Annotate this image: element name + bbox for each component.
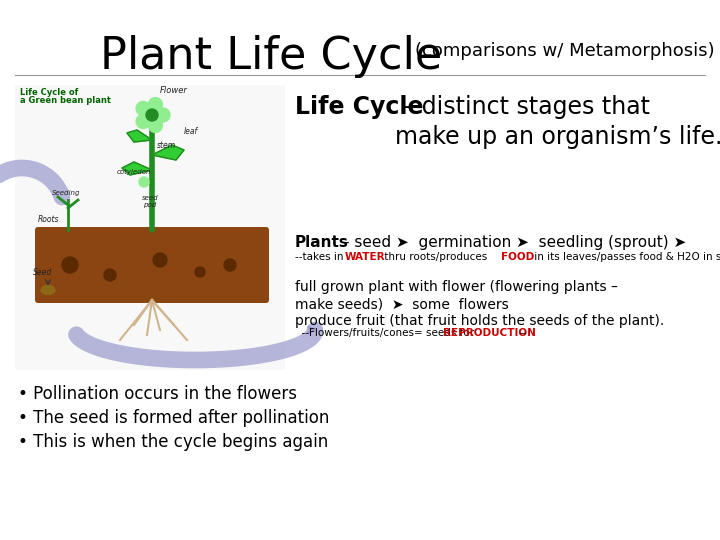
FancyBboxPatch shape [15,85,285,370]
Text: – distinct stages that
make up an organism’s life.: – distinct stages that make up an organi… [395,95,720,148]
Circle shape [104,269,116,281]
FancyBboxPatch shape [35,227,269,303]
Text: seed
pod: seed pod [142,195,158,208]
Ellipse shape [41,286,55,294]
Text: REPRODUCTION: REPRODUCTION [443,328,536,338]
Text: FOOD: FOOD [501,252,534,262]
Circle shape [146,109,158,121]
Circle shape [148,98,163,112]
Circle shape [195,267,205,277]
Text: --Flowers/fruits/cones= seeds for: --Flowers/fruits/cones= seeds for [295,328,477,338]
Polygon shape [122,162,152,175]
Circle shape [148,118,163,132]
Text: Flower: Flower [160,86,188,95]
Circle shape [62,257,78,273]
Text: make seeds)  ➤  some  flowers: make seeds) ➤ some flowers [295,297,509,311]
Text: (comparisons w/ Metamorphosis): (comparisons w/ Metamorphosis) [415,42,715,60]
Text: thru roots/produces: thru roots/produces [381,252,490,262]
Text: Life Cycle: Life Cycle [295,95,423,119]
Text: • Pollination occurs in the flowers: • Pollination occurs in the flowers [18,385,297,403]
Circle shape [139,177,149,187]
Text: • The seed is formed after pollination: • The seed is formed after pollination [18,409,329,427]
Polygon shape [152,145,184,160]
Text: --: -- [519,328,526,338]
Circle shape [156,108,170,122]
Text: Plants: Plants [295,235,349,250]
Text: Seed: Seed [33,268,53,277]
Circle shape [136,114,150,129]
Text: in its leaves/passes food & H2O in stem--: in its leaves/passes food & H2O in stem-… [531,252,720,262]
Polygon shape [127,130,152,142]
Text: – seed ➤  germination ➤  seedling (sprout) ➤: – seed ➤ germination ➤ seedling (sprout)… [337,235,686,250]
Text: Roots: Roots [38,215,60,224]
Text: produce fruit (that fruit holds the seeds of the plant).: produce fruit (that fruit holds the seed… [295,314,665,328]
Text: leaf: leaf [184,127,198,137]
Text: Life Cycle of: Life Cycle of [20,88,78,97]
Text: cotyledon: cotyledon [117,169,151,175]
Text: a Green bean plant: a Green bean plant [20,96,111,105]
Circle shape [224,259,236,271]
Text: stem: stem [157,140,176,150]
Text: Seeding: Seeding [52,190,80,196]
Text: Plant Life Cycle: Plant Life Cycle [100,35,442,78]
Text: WATER: WATER [345,252,386,262]
Text: full grown plant with flower (flowering plants –: full grown plant with flower (flowering … [295,280,618,294]
Text: • This is when the cycle begins again: • This is when the cycle begins again [18,433,328,451]
Text: --takes in: --takes in [295,252,347,262]
Circle shape [153,253,167,267]
Circle shape [136,102,150,116]
